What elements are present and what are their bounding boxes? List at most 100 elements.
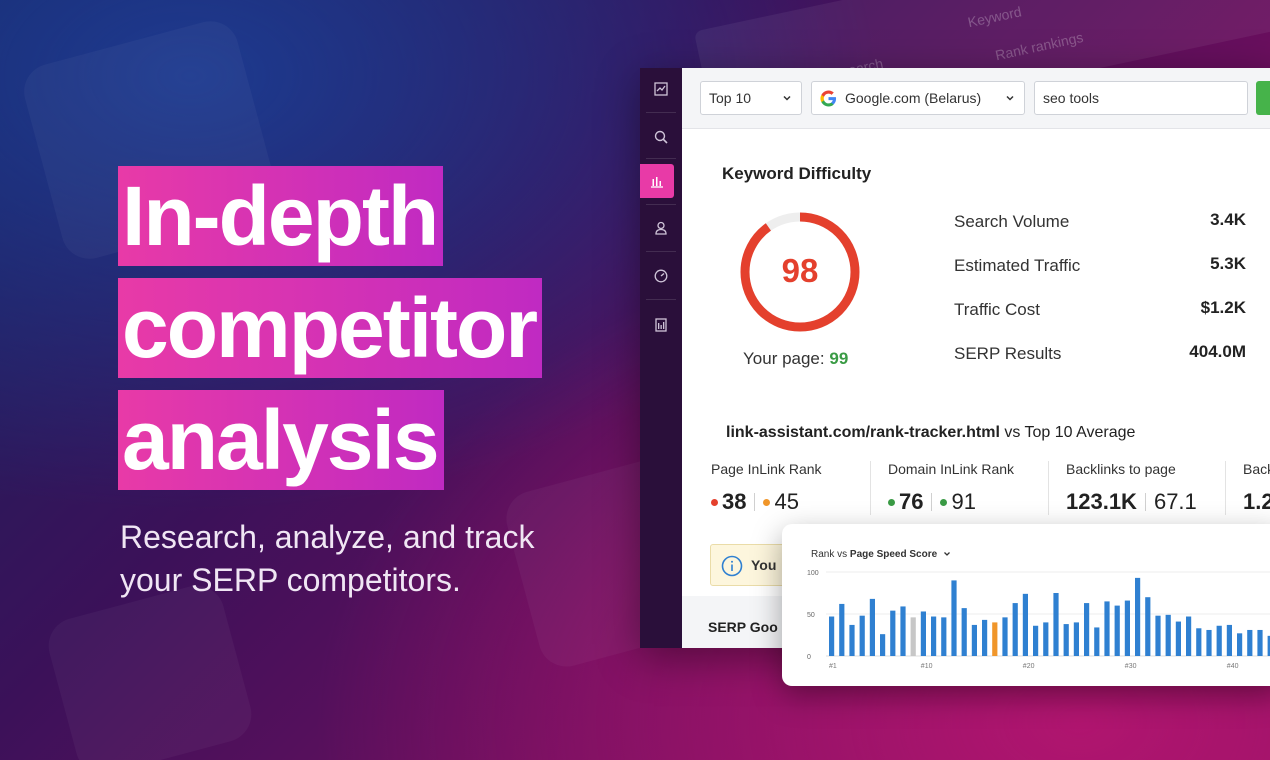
go-button[interactable] xyxy=(1256,81,1270,115)
chart-bar[interactable] xyxy=(859,615,865,656)
headline-line: In-depth xyxy=(118,166,444,266)
x-tick-label: #1 xyxy=(829,663,837,670)
search-engine-select[interactable]: Google.com (Belarus) xyxy=(811,81,1025,115)
dashboard-icon[interactable] xyxy=(640,72,682,106)
top-results-select[interactable]: Top 10 xyxy=(700,81,802,115)
chart-bar[interactable] xyxy=(982,619,988,656)
stat-backlinks-to-page: Backlinks to page 123.1K 67.1 xyxy=(1066,461,1197,515)
chart-bar[interactable] xyxy=(951,580,957,656)
status-dot xyxy=(888,498,895,506)
keyword-input[interactable]: seo tools xyxy=(1034,81,1248,115)
chart-bar[interactable] xyxy=(1022,593,1028,656)
chart-bar[interactable] xyxy=(1012,603,1018,656)
stat-page-inlink-rank: Page InLink Rank 38 45 xyxy=(711,461,822,515)
keyword-difficulty-title: Keyword Difficulty xyxy=(722,164,872,183)
chart-bar[interactable] xyxy=(910,617,916,656)
stat-label: Backlinks to page xyxy=(1066,461,1176,477)
divider xyxy=(1048,461,1049,515)
chart-bar[interactable] xyxy=(971,624,977,656)
status-dot xyxy=(940,498,948,506)
chart-bar[interactable] xyxy=(1165,614,1171,656)
stat-avg-value: 67.1 xyxy=(1153,489,1197,514)
chart-bar[interactable] xyxy=(1094,627,1100,656)
metric-label: SERP Results xyxy=(954,344,1062,363)
chart-bar[interactable] xyxy=(1114,605,1120,656)
metric-label: Search Volume xyxy=(954,212,1070,231)
chart-bar[interactable] xyxy=(992,622,998,656)
user-icon[interactable] xyxy=(640,211,682,245)
chart-bar[interactable] xyxy=(829,616,835,656)
gauge-icon[interactable] xyxy=(640,259,682,293)
stat-backlinks: Back 1.2 xyxy=(1243,461,1270,515)
your-page-value: 99 xyxy=(829,349,849,368)
chart-bar[interactable] xyxy=(1124,600,1130,656)
sidebar-divider xyxy=(646,204,676,205)
chart-bar[interactable] xyxy=(880,634,886,656)
google-icon xyxy=(820,89,837,107)
chart-bar[interactable] xyxy=(849,624,855,656)
chart-bar[interactable] xyxy=(1073,622,1079,656)
comparison-url: link-assistant.com/rank-tracker.html xyxy=(726,424,1000,441)
stat-avg-value: 45 xyxy=(774,489,799,514)
divider xyxy=(1144,493,1146,511)
metric-value: 3.4K xyxy=(1210,210,1246,229)
headline-line: competitor xyxy=(118,278,543,378)
sidebar-divider xyxy=(646,158,676,159)
chart-bar[interactable] xyxy=(1002,617,1008,656)
search-icon[interactable] xyxy=(640,120,682,154)
report-icon[interactable] xyxy=(640,308,682,342)
chart-bar[interactable] xyxy=(890,610,896,656)
chart-bar[interactable] xyxy=(1206,629,1212,656)
stat-own-value: 1.2 xyxy=(1243,489,1270,514)
chart-bar[interactable] xyxy=(1155,615,1161,656)
notice-text: You xyxy=(751,557,777,573)
chart-bar[interactable] xyxy=(1237,633,1243,656)
chart-title[interactable]: Rank vs Page Speed Score xyxy=(811,549,952,560)
metric-label: Traffic Cost xyxy=(954,300,1040,319)
chart-bar[interactable] xyxy=(1226,624,1232,656)
chart-bar[interactable] xyxy=(869,598,875,656)
difficulty-gauge xyxy=(740,212,860,332)
chart-title-prefix: Rank vs xyxy=(811,549,848,560)
metric-value: 404.0M xyxy=(1189,342,1246,361)
chart-bar[interactable] xyxy=(1216,625,1222,656)
chart-bar[interactable] xyxy=(1175,621,1181,656)
difficulty-score: 98 xyxy=(781,252,819,289)
chart-bar[interactable] xyxy=(1063,624,1069,656)
stat-label: Page InLink Rank xyxy=(711,461,822,477)
serp-section-title: SERP Goo xyxy=(708,619,778,635)
chart-bar[interactable] xyxy=(1247,629,1253,656)
chart-bar[interactable] xyxy=(1084,603,1090,656)
chart-bar[interactable] xyxy=(941,617,947,656)
chart-bar[interactable] xyxy=(1145,597,1151,656)
background-shape xyxy=(42,579,258,760)
divider xyxy=(754,493,756,511)
chart-bar[interactable] xyxy=(1135,577,1141,656)
chart-bar[interactable] xyxy=(1196,628,1202,656)
chart-bar[interactable] xyxy=(1267,635,1270,656)
chart-bar[interactable] xyxy=(1257,629,1263,656)
stat-avg-value: 91 xyxy=(951,489,976,514)
chart-bar[interactable] xyxy=(1033,625,1039,656)
headline: In-depth competitor analysis xyxy=(118,166,543,502)
chart-bar[interactable] xyxy=(900,606,906,656)
stat-own-value: 76 xyxy=(899,489,924,514)
your-page-score: Your page: 99 xyxy=(743,349,848,369)
chart-bar[interactable] xyxy=(839,603,845,656)
keyword-input-value: seo tools xyxy=(1043,90,1100,106)
stat-label: Domain InLink Rank xyxy=(888,461,1015,477)
chart-bar[interactable] xyxy=(920,611,926,656)
headline-line: analysis xyxy=(118,390,444,490)
chart-bar[interactable] xyxy=(961,608,967,656)
chart-bar[interactable] xyxy=(1104,601,1110,656)
metric-label: Estimated Traffic xyxy=(954,256,1081,275)
search-engine-select-value: Google.com (Belarus) xyxy=(845,90,982,106)
chart-bar[interactable] xyxy=(1186,616,1192,656)
status-dot xyxy=(763,498,771,506)
subtitle: Research, analyze, and track your SERP c… xyxy=(120,519,535,598)
bar-chart-icon[interactable] xyxy=(640,164,674,198)
info-icon xyxy=(721,555,743,577)
chart-bar[interactable] xyxy=(1043,622,1049,656)
chart-bar[interactable] xyxy=(1053,593,1059,656)
chart-bar[interactable] xyxy=(931,616,937,656)
